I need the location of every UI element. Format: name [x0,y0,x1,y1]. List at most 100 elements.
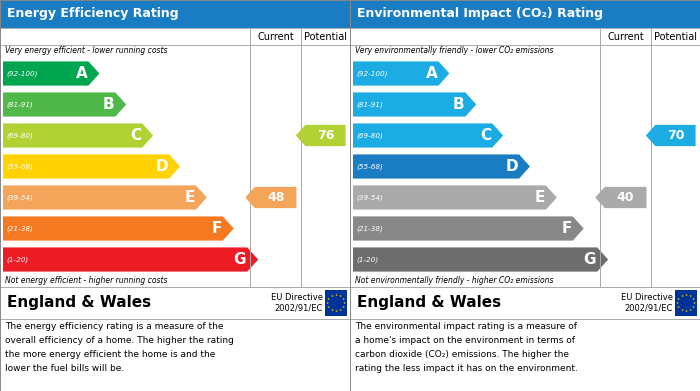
Text: ★: ★ [327,305,330,309]
Text: EU Directive
2002/91/EC: EU Directive 2002/91/EC [621,293,673,313]
Text: ★: ★ [326,301,329,305]
Text: ★: ★ [339,294,342,298]
Text: A: A [76,66,88,81]
Text: F: F [211,221,222,236]
Text: carbon dioxide (CO₂) emissions. The higher the: carbon dioxide (CO₂) emissions. The high… [355,350,569,359]
Text: 70: 70 [666,129,685,142]
Text: 40: 40 [617,191,634,204]
Text: C: C [480,128,491,143]
Text: ★: ★ [692,297,695,301]
Text: (39-54): (39-54) [6,194,33,201]
Text: England & Wales: England & Wales [7,296,151,310]
Polygon shape [353,154,530,179]
Text: ★: ★ [689,294,692,298]
Text: ★: ★ [342,297,345,301]
Text: The environmental impact rating is a measure of: The environmental impact rating is a mea… [355,322,577,331]
Polygon shape [3,216,234,240]
FancyBboxPatch shape [350,0,700,28]
Text: 76: 76 [317,129,334,142]
Polygon shape [3,185,206,210]
Text: E: E [185,190,195,205]
Text: B: B [103,97,114,112]
Polygon shape [3,61,99,86]
FancyBboxPatch shape [0,287,350,319]
Text: G: G [234,252,246,267]
Polygon shape [353,92,476,117]
Text: F: F [561,221,572,236]
Text: (55-68): (55-68) [356,163,383,170]
Text: ★: ★ [327,297,330,301]
Text: (81-91): (81-91) [356,101,383,108]
FancyBboxPatch shape [0,0,350,28]
Text: ★: ★ [693,301,696,305]
Text: ★: ★ [330,308,333,312]
Text: ★: ★ [680,294,683,298]
Text: (55-68): (55-68) [6,163,33,170]
Text: Very energy efficient - lower running costs: Very energy efficient - lower running co… [5,46,167,55]
Text: England & Wales: England & Wales [357,296,501,310]
Text: Not energy efficient - higher running costs: Not energy efficient - higher running co… [5,276,167,285]
Text: (21-38): (21-38) [356,225,383,232]
Text: Energy Efficiency Rating: Energy Efficiency Rating [7,7,178,20]
Text: B: B [453,97,464,112]
Text: Not environmentally friendly - higher CO₂ emissions: Not environmentally friendly - higher CO… [355,276,554,285]
Text: (21-38): (21-38) [6,225,33,232]
FancyBboxPatch shape [675,290,697,316]
Text: the more energy efficient the home is and the: the more energy efficient the home is an… [5,350,216,359]
Text: a home's impact on the environment in terms of: a home's impact on the environment in te… [355,336,575,345]
Polygon shape [3,154,180,179]
Text: Current: Current [608,32,644,41]
Polygon shape [3,124,153,147]
Text: Potential: Potential [654,32,697,41]
Polygon shape [353,124,503,147]
FancyBboxPatch shape [325,290,347,316]
Polygon shape [296,125,346,146]
Text: ★: ★ [339,308,342,312]
Polygon shape [353,185,556,210]
Text: ★: ★ [330,294,333,298]
Text: G: G [584,252,596,267]
Text: Potential: Potential [304,32,347,41]
Text: rating the less impact it has on the environment.: rating the less impact it has on the env… [355,364,578,373]
Text: (92-100): (92-100) [6,70,38,77]
Text: Current: Current [258,32,294,41]
Text: ★: ★ [677,297,680,301]
Polygon shape [245,187,296,208]
Text: ★: ★ [335,309,337,313]
Polygon shape [646,125,696,146]
Text: (92-100): (92-100) [356,70,388,77]
Text: A: A [426,66,438,81]
Polygon shape [353,61,449,86]
FancyBboxPatch shape [350,28,700,287]
Text: Environmental Impact (CO₂) Rating: Environmental Impact (CO₂) Rating [357,7,603,20]
Text: E: E [535,190,545,205]
Text: ★: ★ [343,301,346,305]
Text: D: D [505,159,518,174]
Text: (1-20): (1-20) [6,256,28,263]
Text: overall efficiency of a home. The higher the rating: overall efficiency of a home. The higher… [5,336,234,345]
Polygon shape [3,92,126,117]
Polygon shape [353,248,608,272]
Text: ★: ★ [680,308,683,312]
Text: (1-20): (1-20) [356,256,378,263]
FancyBboxPatch shape [0,28,350,287]
Text: ★: ★ [692,305,695,309]
Text: ★: ★ [676,301,679,305]
Text: (69-80): (69-80) [6,132,33,139]
Text: Very environmentally friendly - lower CO₂ emissions: Very environmentally friendly - lower CO… [355,46,554,55]
Text: (81-91): (81-91) [6,101,33,108]
Text: ★: ★ [677,305,680,309]
Text: (39-54): (39-54) [356,194,383,201]
Text: lower the fuel bills will be.: lower the fuel bills will be. [5,364,125,373]
Text: ★: ★ [342,305,345,309]
Text: C: C [130,128,141,143]
Polygon shape [3,248,258,272]
Text: 48: 48 [267,191,284,204]
Text: ★: ★ [335,293,337,297]
Text: The energy efficiency rating is a measure of the: The energy efficiency rating is a measur… [5,322,223,331]
Text: D: D [155,159,168,174]
Text: ★: ★ [685,309,687,313]
Text: (69-80): (69-80) [356,132,383,139]
Text: ★: ★ [689,308,692,312]
FancyBboxPatch shape [350,287,700,319]
